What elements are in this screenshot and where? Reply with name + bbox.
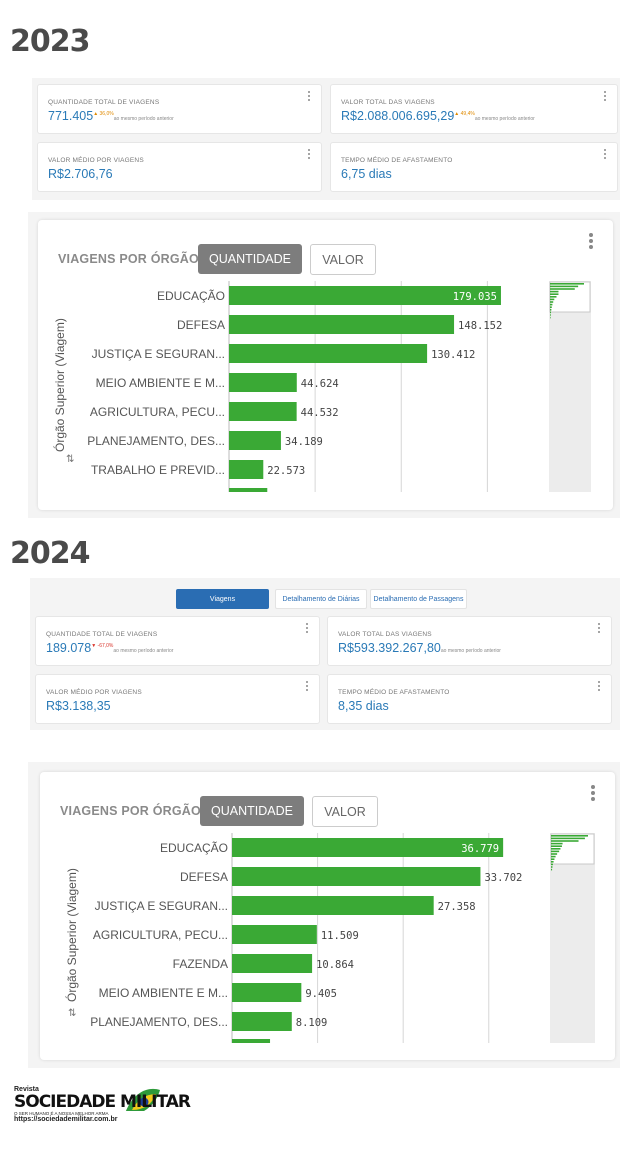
- kpi-label: TEMPO MÉDIO DE AFASTAMENTO: [338, 689, 450, 696]
- chart-title: VIAGENS POR ÓRGÃO: [60, 804, 201, 818]
- kpi-sub: ao mesmo período anterior: [440, 648, 501, 654]
- kpi-delta: ▲ 49,4%: [454, 110, 475, 117]
- y-axis-label: Órgão Superior (Viagem): [53, 318, 67, 452]
- kpi-value: R$2.088.006.695,29▲ 49,4%ao mesmo períod…: [341, 109, 535, 123]
- quantidade-button[interactable]: QUANTIDADE: [198, 244, 302, 274]
- logo-url: https://sociedademilitar.com.br: [14, 1116, 118, 1123]
- more-options-icon[interactable]: [308, 149, 312, 161]
- more-options-icon[interactable]: [308, 91, 312, 103]
- kpi-card-avg-time-2023: TEMPO MÉDIO DE AFASTAMENTO 6,75 dias: [330, 142, 618, 192]
- kpi-label: QUANTIDADE TOTAL DE VIAGENS: [46, 631, 158, 638]
- chart-card-2023: VIAGENS POR ÓRGÃO QUANTIDADE VALOR Órgão…: [38, 220, 613, 510]
- kpi-sub: ao mesmo período anterior: [113, 116, 174, 122]
- y-axis-label: Órgão Superior (Viagem): [65, 868, 79, 1002]
- kpi-delta: ▼ -67,0%: [91, 642, 114, 649]
- kpi-label: VALOR TOTAL DAS VIAGENS: [341, 99, 435, 106]
- more-options-icon[interactable]: [598, 681, 602, 693]
- kpi-value: R$2.706,76: [48, 167, 113, 181]
- valor-button[interactable]: VALOR: [310, 244, 376, 275]
- kpi-card-avg-value-2023: VALOR MÉDIO POR VIAGENS R$2.706,76: [37, 142, 322, 192]
- tab-detalhamento-passagens[interactable]: Detalhamento de Passagens: [370, 589, 467, 609]
- kpi-value: 6,75 dias: [341, 167, 392, 181]
- kpi-sub: ao mesmo período anterior: [113, 648, 174, 654]
- quantidade-button[interactable]: QUANTIDADE: [200, 796, 304, 826]
- kpi-card-avg-value-2024: VALOR MÉDIO POR VIAGENS R$3.138,35: [35, 674, 320, 724]
- more-options-icon[interactable]: [589, 233, 593, 251]
- more-options-icon[interactable]: [306, 681, 310, 693]
- valor-button[interactable]: VALOR: [312, 796, 378, 827]
- kpi-label: VALOR TOTAL DAS VIAGENS: [338, 631, 432, 638]
- year-heading-2023: 2023: [10, 24, 90, 59]
- kpi-value: 771.405▲ 36,0%ao mesmo período anterior: [48, 109, 174, 123]
- logo-small-text: Revista: [14, 1086, 39, 1093]
- kpi-label: TEMPO MÉDIO DE AFASTAMENTO: [341, 157, 453, 164]
- kpi-label: VALOR MÉDIO POR VIAGENS: [46, 689, 142, 696]
- kpi-value: 8,35 dias: [338, 699, 389, 713]
- kpi-card-total-value-2024: VALOR TOTAL DAS VIAGENS R$593.392.267,80…: [327, 616, 612, 666]
- more-options-icon[interactable]: [598, 623, 602, 635]
- chart-title: VIAGENS POR ÓRGÃO: [58, 252, 199, 266]
- logo-sociedade-militar: Revista SOCIEDADE MILITAR O SER HUMANO É…: [14, 1086, 191, 1123]
- kpi-delta: ▲ 36,0%: [93, 110, 114, 117]
- kpi-card-total-trips-2023: QUANTIDADE TOTAL DE VIAGENS 771.405▲ 36,…: [37, 84, 322, 134]
- kpi-sub: ao mesmo período anterior: [474, 116, 535, 122]
- ranking-icon[interactable]: ⇅: [68, 1008, 77, 1019]
- kpi-value: R$3.138,35: [46, 699, 111, 713]
- kpi-value: 189.078▼ -67,0%ao mesmo período anterior: [46, 641, 174, 655]
- brazil-flag-icon: [124, 1088, 160, 1116]
- chart-card-2024: VIAGENS POR ÓRGÃO QUANTIDADE VALOR Órgão…: [40, 772, 615, 1060]
- kpi-card-total-trips-2024: QUANTIDADE TOTAL DE VIAGENS 189.078▼ -67…: [35, 616, 320, 666]
- tab-detalhamento-diarias[interactable]: Detalhamento de Diárias: [275, 589, 367, 609]
- kpi-card-total-value-2023: VALOR TOTAL DAS VIAGENS R$2.088.006.695,…: [330, 84, 618, 134]
- kpi-value: R$593.392.267,80ao mesmo período anterio…: [338, 641, 501, 655]
- more-options-icon[interactable]: [604, 91, 608, 103]
- kpi-label: QUANTIDADE TOTAL DE VIAGENS: [48, 99, 160, 106]
- logo-tagline: O SER HUMANO É A NOSSA MELHOR ARMA: [14, 1111, 190, 1116]
- more-options-icon[interactable]: [306, 623, 310, 635]
- tab-viagens[interactable]: Viagens: [176, 589, 269, 609]
- logo-title: SOCIEDADE MILITAR: [14, 1092, 191, 1112]
- more-options-icon[interactable]: [604, 149, 608, 161]
- kpi-label: VALOR MÉDIO POR VIAGENS: [48, 157, 144, 164]
- ranking-icon[interactable]: ⇅: [66, 454, 75, 465]
- year-heading-2024: 2024: [10, 536, 90, 571]
- kpi-card-avg-time-2024: TEMPO MÉDIO DE AFASTAMENTO 8,35 dias: [327, 674, 612, 724]
- more-options-icon[interactable]: [591, 785, 595, 803]
